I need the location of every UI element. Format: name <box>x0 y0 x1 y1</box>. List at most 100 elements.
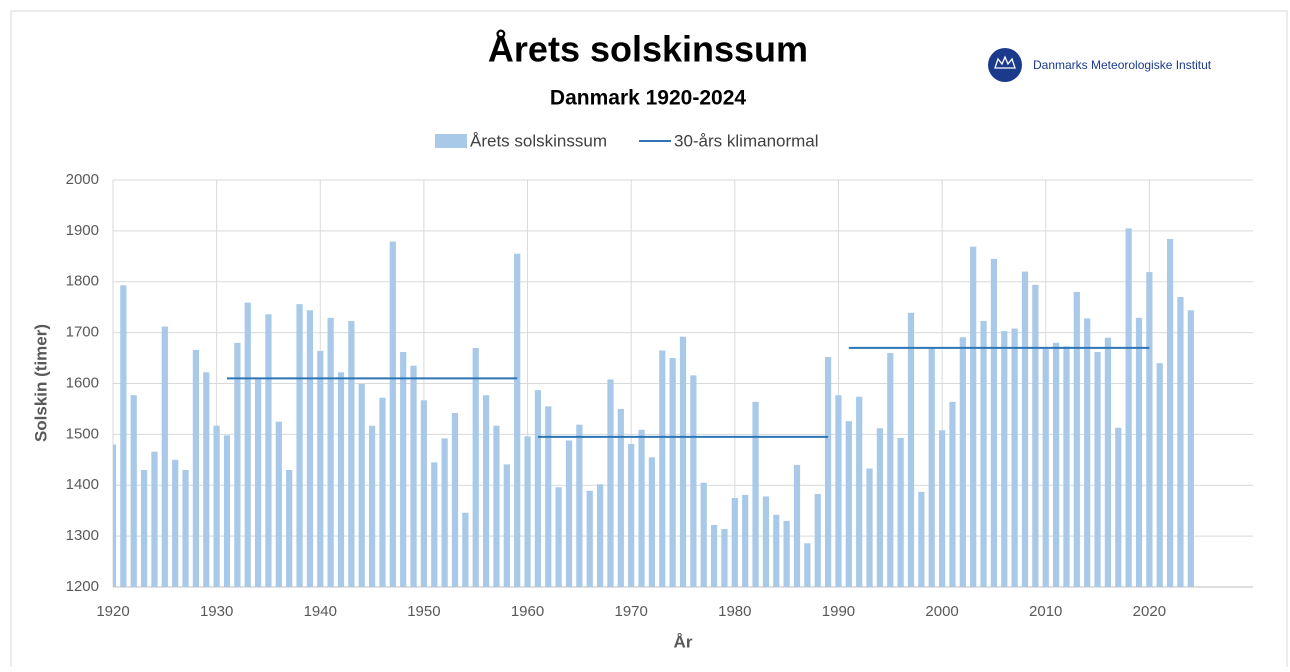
bar <box>524 436 531 587</box>
bar <box>793 464 801 587</box>
x-tick-label: 1990 <box>822 603 855 620</box>
bar <box>721 529 728 587</box>
bar <box>990 258 998 587</box>
legend-label: 30-års klimanormal <box>674 131 819 150</box>
bar <box>1073 291 1080 587</box>
bar <box>514 253 521 587</box>
bar <box>617 408 624 587</box>
bar <box>762 496 770 587</box>
bar <box>534 390 542 587</box>
y-tick-label: 2000 <box>66 171 99 188</box>
y-tick-label: 1500 <box>66 425 99 442</box>
bar <box>970 246 977 587</box>
bar <box>441 438 448 587</box>
y-tick-label: 1800 <box>66 273 99 290</box>
bar <box>565 440 573 587</box>
bar <box>596 484 604 587</box>
bar <box>389 241 396 587</box>
bar <box>918 491 925 587</box>
bar <box>1084 318 1091 587</box>
bar <box>700 482 707 587</box>
bar <box>161 326 168 587</box>
bar <box>1115 427 1122 587</box>
bar <box>690 375 697 587</box>
bar <box>710 524 718 587</box>
bar <box>1094 351 1101 587</box>
bar <box>1032 284 1039 587</box>
normal-line <box>227 346 1150 438</box>
chart-title: Årets solskinssum <box>488 29 808 70</box>
bar <box>980 320 987 587</box>
bar <box>275 421 282 587</box>
bar <box>348 320 355 587</box>
chart-subtitle: Danmark 1920-2024 <box>550 87 746 110</box>
bar <box>1156 363 1163 587</box>
x-tick-label: 2010 <box>1029 603 1062 620</box>
bar <box>876 428 884 587</box>
bar <box>752 401 759 587</box>
bar <box>659 350 666 587</box>
x-tick-label: 1950 <box>407 603 440 620</box>
bar <box>1187 310 1194 587</box>
plot-area <box>113 228 1194 587</box>
bar <box>804 543 811 587</box>
bar <box>213 425 220 587</box>
bar <box>607 379 614 587</box>
bar <box>358 384 365 587</box>
bar <box>151 451 158 587</box>
y-tick-label: 1400 <box>66 476 99 493</box>
bar <box>814 493 821 587</box>
bar <box>1063 346 1070 587</box>
bar <box>327 317 334 587</box>
bar <box>1135 317 1143 587</box>
y-tick-label: 1700 <box>66 324 99 341</box>
bar <box>140 469 148 587</box>
bar <box>472 347 479 587</box>
bar <box>856 396 863 587</box>
bar <box>234 342 241 587</box>
bar <box>773 514 780 587</box>
bar <box>742 494 749 587</box>
bar <box>1146 272 1153 587</box>
bar <box>420 400 428 587</box>
bar <box>296 304 303 587</box>
bar <box>1125 228 1132 587</box>
bar <box>172 459 179 587</box>
bar <box>959 337 966 587</box>
bar <box>203 372 210 587</box>
x-tick-label: 1940 <box>304 603 337 620</box>
bar <box>731 497 738 587</box>
bar <box>1011 328 1018 587</box>
bar <box>1177 297 1184 587</box>
bar <box>451 413 459 587</box>
bar <box>679 336 687 587</box>
bar <box>824 357 832 587</box>
bar <box>410 365 417 587</box>
bar <box>431 462 438 587</box>
logo-text: Danmarks Meteorologiske Institut <box>1033 58 1212 72</box>
bar <box>120 285 127 587</box>
bar <box>192 349 200 587</box>
x-tick-label: 1930 <box>200 603 233 620</box>
y-tick-label: 1900 <box>66 222 99 239</box>
bar <box>244 302 251 587</box>
bar <box>400 351 407 587</box>
bar <box>783 520 790 587</box>
bar <box>130 395 137 587</box>
bar <box>586 490 593 587</box>
bar <box>648 457 656 587</box>
bar <box>1001 331 1008 587</box>
bar <box>897 437 904 587</box>
bar <box>254 379 262 587</box>
bar <box>887 352 894 587</box>
bar <box>555 487 562 587</box>
bar <box>1042 348 1049 587</box>
bar <box>545 406 552 587</box>
bar <box>866 468 873 587</box>
y-axis-label: Solskin (timer) <box>31 324 50 442</box>
bar <box>1021 271 1029 587</box>
bar <box>493 425 500 587</box>
legend-swatch <box>435 134 467 148</box>
x-axis-label: År <box>674 632 693 651</box>
